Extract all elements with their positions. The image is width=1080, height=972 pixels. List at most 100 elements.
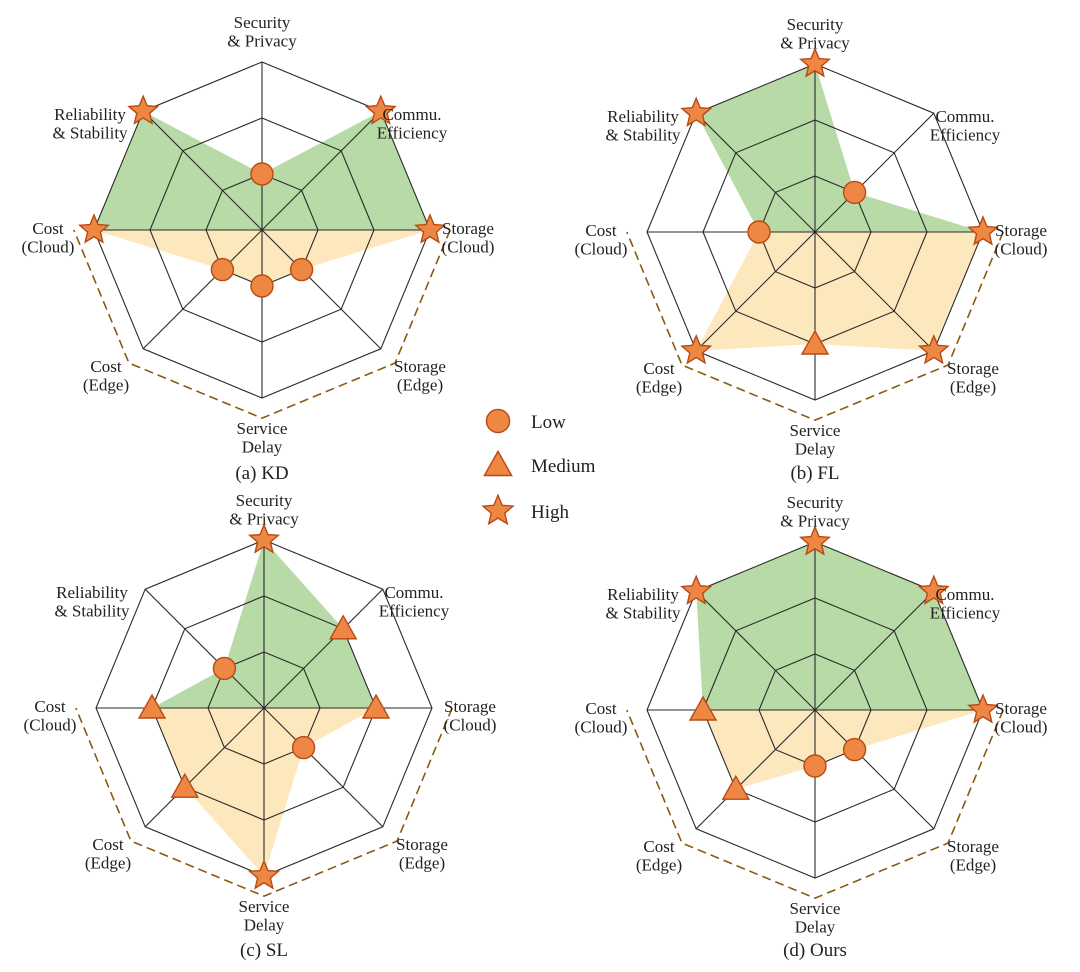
dashed-edge-outline xyxy=(73,229,451,420)
legend-star-icon xyxy=(481,493,515,526)
spoke-storage-edge xyxy=(261,229,382,350)
axis-label-reliability-and-stability: Reliability & Stability xyxy=(605,585,681,623)
upper-region-fill xyxy=(696,542,983,710)
low-marker-cost-cloud xyxy=(747,220,771,244)
lower-region-fill xyxy=(696,232,983,351)
axis-label-commu-efficiency: Commu. Efficiency xyxy=(930,585,1001,623)
medium-marker-cost-edge xyxy=(170,772,200,798)
axis-label-service-delay: Service Delay xyxy=(790,899,841,937)
low-marker-service-delay xyxy=(250,274,274,298)
high-marker-security-and-privacy xyxy=(798,47,832,78)
high-marker-storage-cloud xyxy=(966,215,1000,246)
axis-label-security-and-privacy: Security & Privacy xyxy=(780,15,850,53)
high-marker-reliability-and-stability xyxy=(680,574,713,605)
upper-region-fill xyxy=(94,111,430,230)
legend-label-medium: Medium xyxy=(531,456,596,477)
axis-label-cost-cloud: Cost (Cloud) xyxy=(575,699,628,737)
axis-label-security-and-privacy: Security & Privacy xyxy=(780,493,850,531)
radar-panel-ours: Security & Privacy Commu. Efficiency Storage… xyxy=(575,493,1048,961)
radar-panel-kd: Security & Privacy Commu. Efficiency Storage… xyxy=(22,13,495,484)
axis-label-cost-edge: Cost (Edge) xyxy=(636,837,682,875)
spoke-reliability-and-stability xyxy=(142,110,263,231)
spoke-reliability-and-stability xyxy=(695,112,816,233)
spoke-commu-efficiency xyxy=(263,588,384,709)
medium-marker-commu-efficiency xyxy=(328,614,358,640)
low-marker-reliability-and-stability xyxy=(212,656,237,681)
medium-marker-cost-cloud xyxy=(688,695,718,721)
axis-label-security-and-privacy: Security & Privacy xyxy=(227,13,297,51)
axis-label-cost-cloud: Cost (Cloud) xyxy=(575,221,628,259)
low-marker-storage-edge xyxy=(842,737,867,762)
low-marker-commu-efficiency xyxy=(842,180,867,205)
low-marker-storage-edge xyxy=(289,257,314,282)
spoke-cost-edge xyxy=(695,709,816,830)
axis-label-security-and-privacy: Security & Privacy xyxy=(229,491,299,529)
medium-marker-storage-cloud xyxy=(361,693,391,719)
spoke-reliability-and-stability xyxy=(695,590,816,711)
legend-circle-icon xyxy=(485,408,511,434)
axis-label-storage-cloud: Storage (Cloud) xyxy=(995,699,1048,737)
low-marker-storage-edge xyxy=(291,735,316,760)
high-marker-cost-edge xyxy=(680,333,713,365)
high-marker-storage-edge xyxy=(917,333,950,365)
dashed-edge-outline xyxy=(626,709,1004,900)
spoke-reliability-and-stability xyxy=(144,588,265,709)
caption-kd: (a) KD xyxy=(235,463,288,484)
axis-label-service-delay: Service Delay xyxy=(237,419,288,457)
high-marker-reliability-and-stability xyxy=(680,96,713,127)
spoke-commu-efficiency xyxy=(814,112,935,233)
spoke-cost-edge xyxy=(144,707,265,828)
axis-label-cost-cloud: Cost (Cloud) xyxy=(24,697,77,735)
spoke-cost-edge xyxy=(695,231,816,352)
axis-label-service-delay: Service Delay xyxy=(790,421,841,459)
high-marker-storage-cloud xyxy=(413,213,447,244)
medium-marker-cost-cloud xyxy=(137,693,167,719)
axis-label-commu-efficiency: Commu. Efficiency xyxy=(377,105,448,143)
spoke-storage-edge xyxy=(814,231,935,352)
legend-label-high: High xyxy=(531,502,570,523)
legend-label-low: Low xyxy=(531,412,566,433)
spoke-cost-edge xyxy=(142,229,263,350)
upper-region-fill xyxy=(696,64,983,232)
spoke-storage-edge xyxy=(263,707,384,828)
high-marker-service-delay xyxy=(247,859,281,890)
axis-label-cost-edge: Cost (Edge) xyxy=(83,357,129,395)
spoke-storage-edge xyxy=(814,709,935,830)
radar-panel-fl: Security & Privacy Commu. Efficiency Storage… xyxy=(575,15,1048,484)
high-marker-commu-efficiency xyxy=(364,94,397,125)
low-marker-cost-edge xyxy=(210,257,235,282)
axis-label-storage-edge: Storage (Edge) xyxy=(394,357,446,395)
caption-fl: (b) FL xyxy=(790,463,839,484)
axis-label-reliability-and-stability: Reliability & Stability xyxy=(54,583,130,621)
medium-marker-service-delay xyxy=(800,329,830,355)
radar-panel-sl: Security & Privacy Commu. Efficiency Storage… xyxy=(24,491,497,961)
axis-label-reliability-and-stability: Reliability & Stability xyxy=(605,107,681,145)
spoke-commu-efficiency xyxy=(261,110,382,231)
low-marker-security-and-privacy xyxy=(250,162,274,186)
dashed-edge-outline xyxy=(75,707,453,898)
axis-label-cost-edge: Cost (Edge) xyxy=(85,835,131,873)
dashed-edge-outline xyxy=(626,231,1004,422)
axis-label-storage-cloud: Storage (Cloud) xyxy=(995,221,1048,259)
axis-label-commu-efficiency: Commu. Efficiency xyxy=(379,583,450,621)
legend-triangle-icon xyxy=(483,449,513,477)
high-marker-security-and-privacy xyxy=(247,523,281,554)
caption-sl: (c) SL xyxy=(240,940,288,961)
axis-label-cost-cloud: Cost (Cloud) xyxy=(22,219,75,257)
axis-label-storage-edge: Storage (Edge) xyxy=(396,835,448,873)
axis-label-storage-edge: Storage (Edge) xyxy=(947,359,999,397)
high-marker-reliability-and-stability xyxy=(127,94,160,125)
high-marker-storage-cloud xyxy=(966,693,1000,724)
spoke-commu-efficiency xyxy=(814,590,935,711)
axis-label-storage-cloud: Storage (Cloud) xyxy=(444,697,497,735)
axis-label-reliability-and-stability: Reliability & Stability xyxy=(52,105,128,143)
high-marker-commu-efficiency xyxy=(917,574,950,605)
axis-label-storage-cloud: Storage (Cloud) xyxy=(442,219,495,257)
caption-ours: (d) Ours xyxy=(783,940,847,961)
high-marker-security-and-privacy xyxy=(798,525,832,556)
low-marker-service-delay xyxy=(803,754,827,778)
high-marker-cost-cloud xyxy=(77,213,111,244)
medium-marker-cost-edge xyxy=(721,774,751,800)
axis-label-storage-edge: Storage (Edge) xyxy=(947,837,999,875)
